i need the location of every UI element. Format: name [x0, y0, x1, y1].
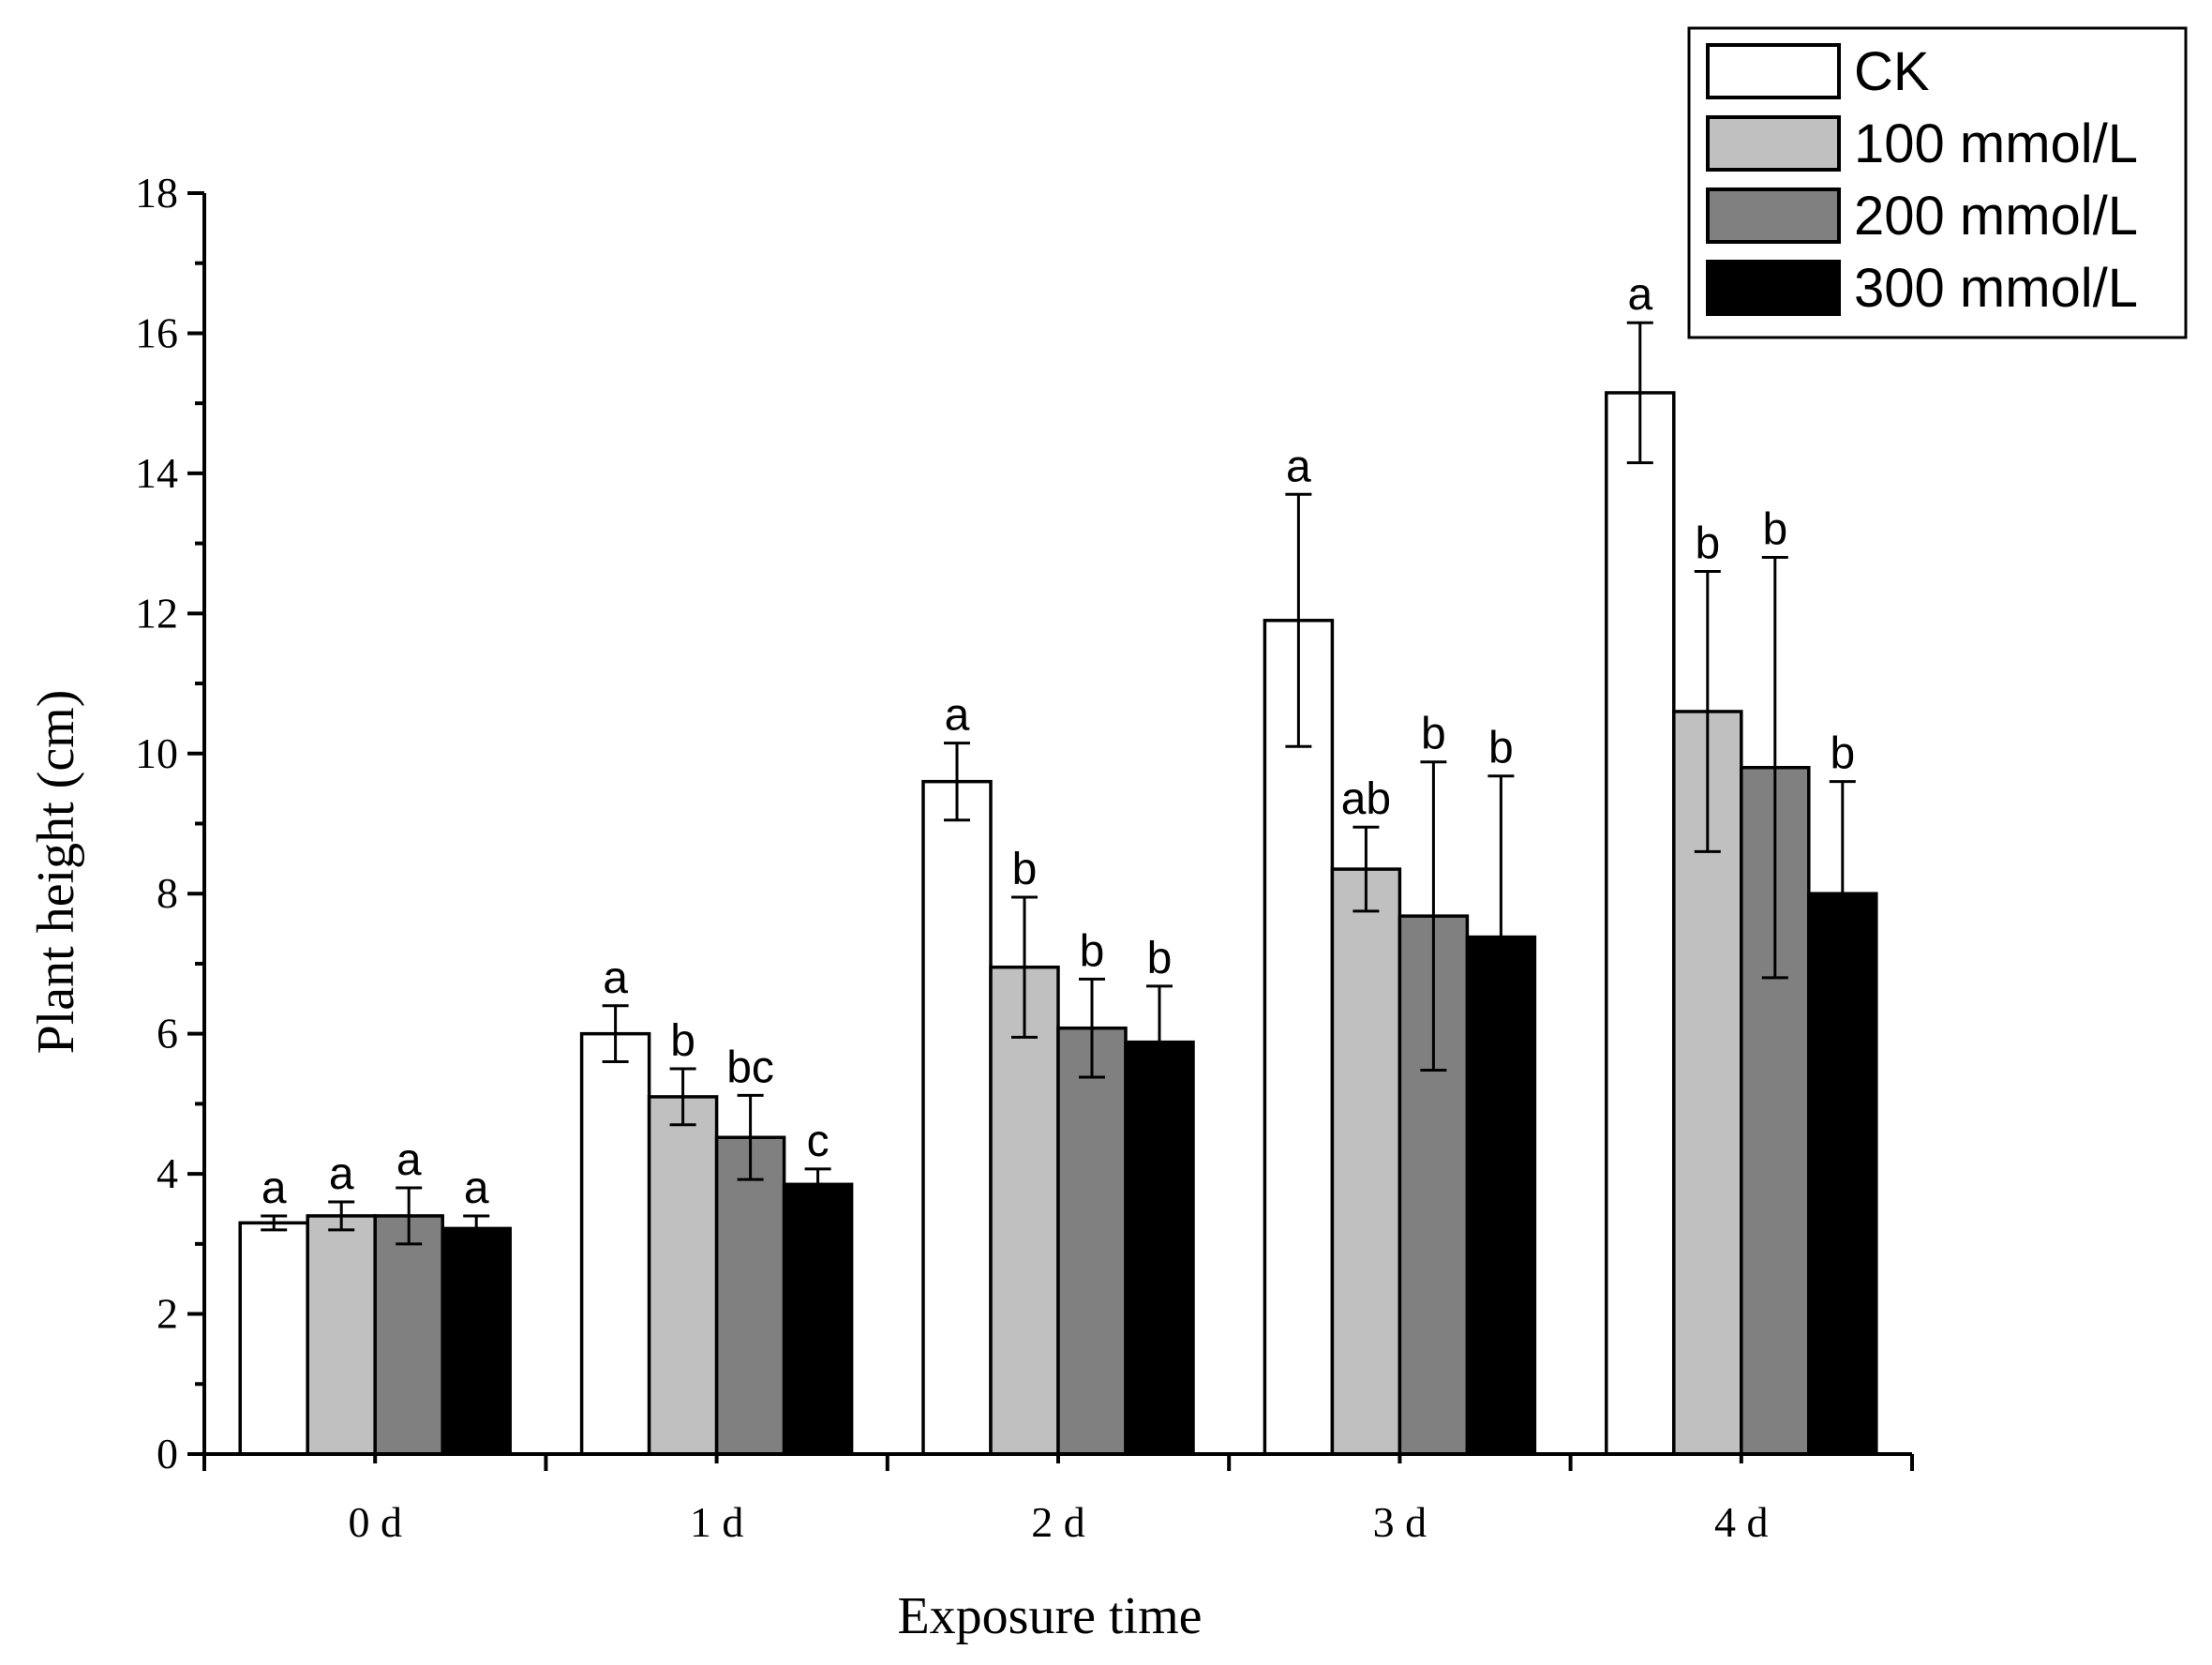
- y-tick-label: 14: [135, 449, 178, 497]
- legend-swatch: [1706, 260, 1841, 316]
- legend-swatch: [1706, 188, 1841, 244]
- bar-ck-0d: [238, 1221, 309, 1456]
- x-axis-title: Exposure time: [897, 1587, 1202, 1645]
- significance-label: b: [1830, 729, 1855, 779]
- significance-label: a: [262, 1163, 287, 1213]
- bar-100-mmol-l-0d: [306, 1214, 377, 1456]
- bar-200-mmol-l-1d: [714, 1135, 786, 1456]
- y-tick-label: 18: [135, 169, 178, 217]
- significance-label: a: [464, 1163, 489, 1213]
- legend-label: 100 mmol/L: [1854, 113, 2138, 174]
- x-tick-label: 0 d: [348, 1498, 402, 1546]
- bar-ck-4d: [1605, 391, 1676, 1456]
- bar-ck-2d: [921, 779, 993, 1456]
- bar-200-mmol-l-2d: [1056, 1026, 1128, 1456]
- y-tick-label: 4: [157, 1149, 178, 1197]
- significance-label: b: [1080, 926, 1105, 976]
- significance-label: b: [1695, 519, 1720, 569]
- bar-300-mmol-l-2d: [1124, 1040, 1195, 1456]
- legend-label: 300 mmol/L: [1854, 258, 2138, 319]
- significance-label: b: [1012, 845, 1038, 894]
- significance-label: b: [670, 1016, 695, 1066]
- significance-label: a: [1627, 270, 1652, 320]
- x-tick-label: 1 d: [690, 1498, 744, 1546]
- significance-label: b: [1488, 724, 1514, 773]
- significance-label: a: [329, 1149, 354, 1199]
- x-tick-label: 4 d: [1714, 1498, 1769, 1546]
- significance-label: c: [807, 1117, 830, 1166]
- significance-label: bc: [726, 1042, 774, 1092]
- y-tick-label: 2: [157, 1290, 178, 1338]
- y-tick-label: 10: [135, 729, 178, 777]
- significance-label: b: [1147, 934, 1173, 983]
- bar-100-mmol-l-2d: [989, 965, 1060, 1456]
- bar-300-mmol-l-0d: [441, 1226, 512, 1456]
- significance-label: ab: [1341, 774, 1391, 824]
- legend: CK 100 mmol/L 200 mmol/L 300 mmol/L: [1687, 26, 2188, 339]
- legend-swatch: [1706, 43, 1841, 99]
- error-bars-group: [261, 321, 1856, 1246]
- y-tick-label: 8: [157, 869, 178, 917]
- significance-label: a: [1286, 442, 1311, 491]
- y-tick-label: 0: [157, 1430, 178, 1478]
- bar-100-mmol-l-3d: [1330, 867, 1402, 1456]
- significance-label: b: [1762, 505, 1787, 555]
- y-tick-label: 6: [157, 1010, 178, 1058]
- significance-label: b: [1421, 710, 1446, 759]
- legend-swatch: [1706, 115, 1841, 172]
- significance-label: a: [396, 1135, 422, 1185]
- bar-100-mmol-l-1d: [647, 1095, 719, 1456]
- y-tick-label: 16: [135, 308, 178, 356]
- axes-group: 0 2 4 6 8 10 12 14 16 18 0 d 1 d 2 d 3 d 4 d: [135, 169, 1914, 1546]
- bar-ck-1d: [579, 1031, 651, 1456]
- bar-300-mmol-l-1d: [782, 1182, 854, 1456]
- legend-label: CK: [1854, 41, 1930, 102]
- bar-200-mmol-l-0d: [373, 1214, 444, 1456]
- bars-group: [238, 391, 1878, 1456]
- x-tick-label: 3 d: [1373, 1498, 1427, 1546]
- significance-label: a: [603, 953, 628, 1003]
- bar-ck-3d: [1263, 619, 1335, 1456]
- x-tick-label: 2 d: [1031, 1498, 1085, 1546]
- y-tick-label: 12: [135, 589, 178, 637]
- legend-label: 200 mmol/L: [1854, 186, 2138, 247]
- y-axis-title: Plant height (cm): [27, 690, 85, 1055]
- significance-label: a: [945, 691, 970, 741]
